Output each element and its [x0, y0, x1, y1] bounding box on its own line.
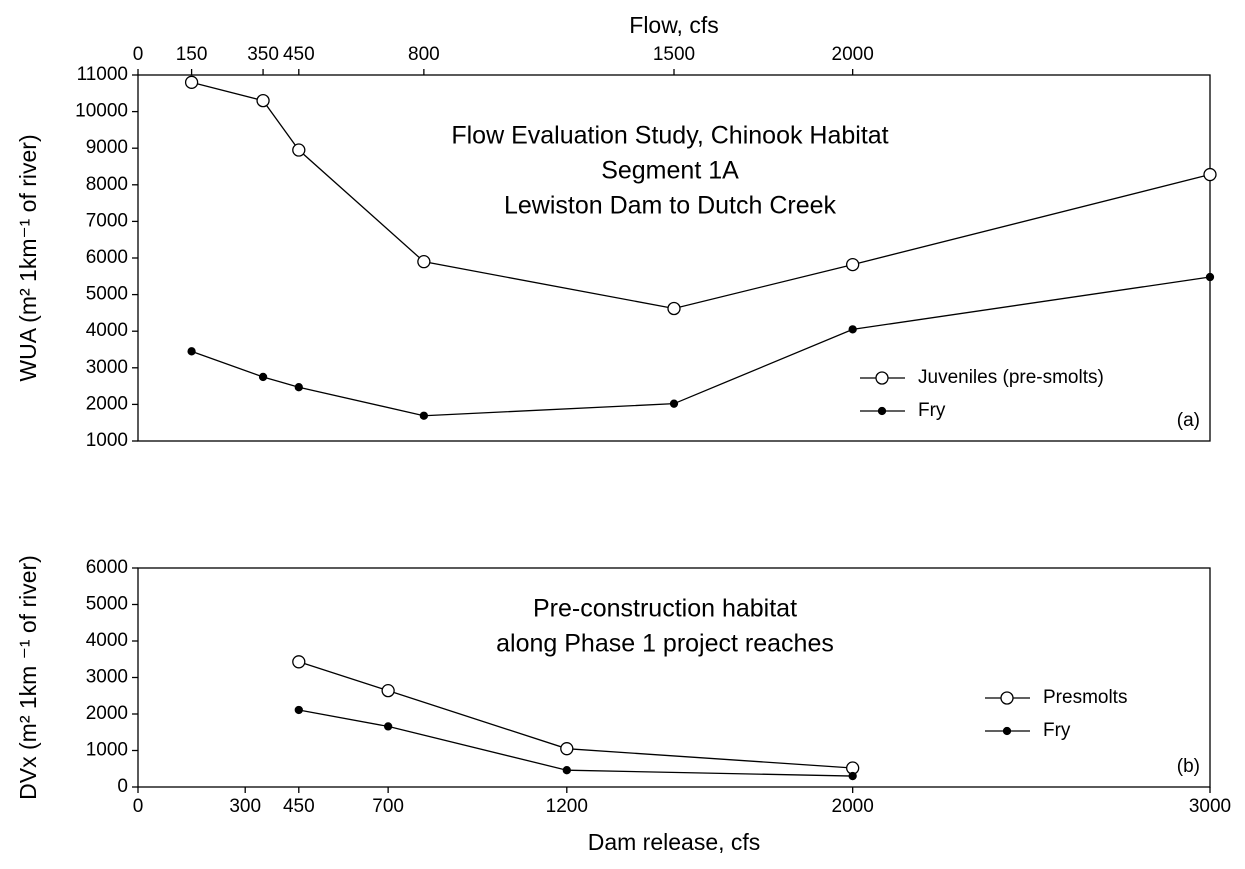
y-tick-label: 7000	[86, 210, 128, 231]
x-tick-label: 3000	[1189, 796, 1231, 817]
data-point	[848, 771, 857, 781]
chart-title: Lewiston Dam to Dutch Creek	[504, 192, 837, 220]
x-tick-label: 700	[372, 796, 404, 817]
data-point	[294, 383, 303, 392]
legend-label: Presmolts	[1043, 687, 1127, 708]
data-point	[294, 705, 303, 715]
data-point	[187, 347, 196, 356]
data-point	[562, 766, 571, 775]
y-tick-label: 1000	[86, 430, 128, 451]
data-point	[292, 655, 306, 669]
x-tick-label: 1500	[653, 44, 695, 65]
data-point	[256, 93, 270, 108]
data-point	[560, 742, 574, 756]
x-tick-label: 350	[247, 44, 279, 65]
panel: 0 1000 2000 3000 4000 5000 6000 0 300 450 700 1200 2…	[15, 555, 1231, 855]
x-tick-label: 1200	[546, 796, 588, 817]
legend-marker	[1002, 726, 1012, 736]
y-tick-label: 0	[117, 776, 128, 797]
x-tick-label: 150	[176, 44, 208, 65]
legend-marker	[875, 371, 889, 385]
data-point	[419, 411, 429, 420]
x-axis-label: Flow, cfs	[629, 12, 718, 38]
data-point	[846, 257, 860, 272]
data-point	[292, 143, 306, 157]
data-point	[1205, 272, 1215, 282]
y-tick-label: 8000	[86, 174, 128, 195]
panel-label: (a)	[1177, 410, 1200, 431]
data-point	[383, 722, 393, 731]
y-axis-label: WUA (m² 1km⁻¹ of river)	[15, 134, 41, 381]
data-point	[417, 255, 431, 269]
panel: 1000200030004000500060007000800090001000…	[15, 12, 1217, 451]
x-tick-label: 450	[283, 796, 315, 817]
series-line	[191, 276, 1211, 417]
legend-label: Fry	[918, 400, 946, 421]
chart-title: along Phase 1 project reaches	[496, 630, 834, 658]
legend-label: Juveniles (pre-smolts)	[918, 367, 1104, 388]
y-tick-label: 5000	[86, 594, 128, 615]
y-tick-label: 5000	[86, 284, 128, 305]
legend-label: Fry	[1043, 720, 1071, 741]
panel-label: (b)	[1177, 756, 1200, 777]
x-tick-label: 450	[283, 44, 315, 65]
series-line	[298, 661, 853, 769]
data-point	[848, 325, 857, 334]
data-point	[667, 301, 681, 316]
y-tick-label: 2000	[86, 703, 128, 724]
x-tick-label: 800	[408, 44, 440, 65]
x-tick-label: 2000	[832, 44, 874, 65]
x-tick-label: 0	[133, 796, 144, 817]
x-axis-label: Dam release, cfs	[588, 829, 761, 855]
data-point	[258, 372, 268, 382]
chart-title: Pre-construction habitat	[533, 595, 797, 623]
data-point	[669, 399, 679, 408]
legend-marker	[1000, 691, 1014, 705]
y-tick-label: 10000	[75, 101, 128, 122]
y-tick-label: 4000	[86, 630, 128, 651]
y-tick-label: 6000	[86, 557, 128, 578]
legend-marker	[877, 406, 887, 416]
y-tick-label: 9000	[86, 137, 128, 158]
y-tick-label: 3000	[86, 667, 128, 688]
series-line	[298, 709, 853, 777]
x-tick-label: 0	[133, 44, 144, 65]
x-tick-label: 2000	[832, 796, 874, 817]
data-point	[184, 75, 199, 89]
y-axis-label: DVx (m² 1km ⁻¹ of river)	[15, 555, 41, 800]
y-tick-label: 11000	[77, 64, 128, 85]
x-tick-label: 300	[229, 796, 261, 817]
y-tick-label: 1000	[86, 740, 128, 761]
y-tick-label: 2000	[86, 393, 128, 414]
chart-title: Flow Evaluation Study, Chinook Habitat	[451, 122, 888, 150]
data-point	[381, 683, 395, 698]
y-tick-label: 4000	[86, 320, 128, 341]
y-tick-label: 6000	[86, 247, 128, 268]
y-tick-label: 3000	[86, 357, 128, 378]
chart-title: Segment 1A	[601, 157, 739, 185]
data-point	[1203, 167, 1217, 182]
